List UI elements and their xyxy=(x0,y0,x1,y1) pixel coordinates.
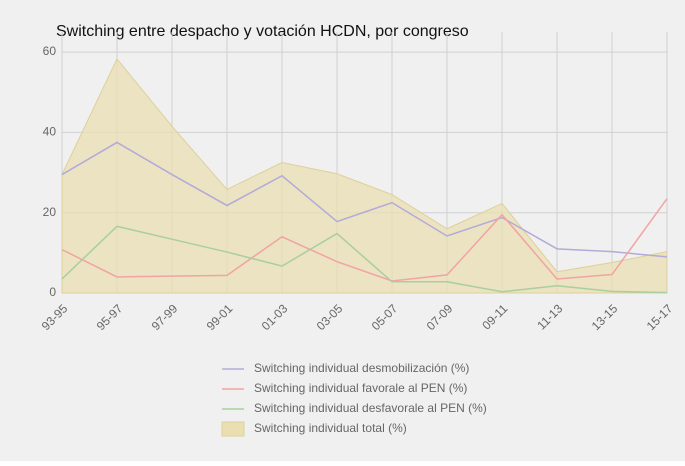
line xyxy=(61,198,668,282)
legend-label: Switching individual favorale al PEN (%) xyxy=(254,381,467,395)
chart-title: Switching entre despacho y votación HCDN… xyxy=(56,23,469,40)
legend-label: Switching individual desmobilización (%) xyxy=(254,361,469,375)
legend-label: Switching individual desfavorale al PEN … xyxy=(254,401,487,415)
y-tick-label: 20 xyxy=(43,205,57,219)
legend-swatch xyxy=(221,421,245,437)
y-tick-label: 0 xyxy=(49,285,56,299)
line xyxy=(61,225,668,294)
line xyxy=(61,141,668,258)
y-tick-label: 60 xyxy=(43,44,57,58)
y-tick-label: 40 xyxy=(43,125,57,139)
legend-label: Switching individual total (%) xyxy=(254,421,407,435)
